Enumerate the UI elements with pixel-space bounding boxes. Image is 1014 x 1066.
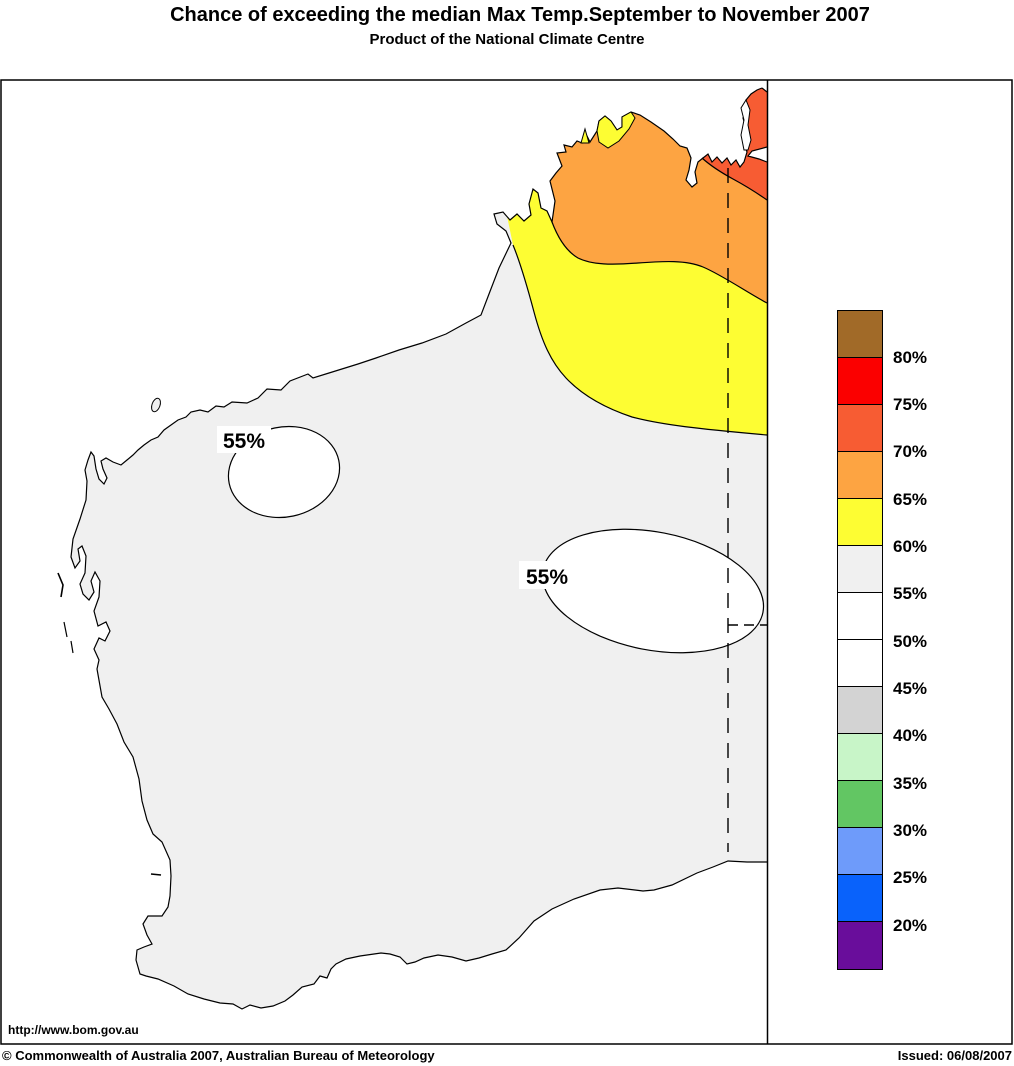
legend-swatch-45-50 — [838, 640, 882, 687]
legend-swatch-20-25 — [838, 875, 882, 922]
legend-label-20: 20% — [893, 916, 928, 935]
contour-label-east: 55% — [526, 566, 568, 589]
legend-label-75: 75% — [893, 395, 928, 414]
contour-line-60 — [512, 244, 768, 436]
legend-label-60: 60% — [893, 537, 928, 556]
barrow-island — [151, 397, 161, 413]
legend-label-55: 55% — [893, 584, 928, 603]
legend-swatch-65-70 — [838, 452, 882, 499]
legend-label-35: 35% — [893, 774, 928, 793]
contour-line-65 — [551, 221, 768, 304]
legend-swatch-80plus — [838, 311, 882, 358]
legend-label-45: 45% — [893, 679, 928, 698]
page-title: Chance of exceeding the median Max Temp.… — [170, 4, 870, 26]
legend-label-70: 70% — [893, 442, 928, 461]
legend-label-40: 40% — [893, 726, 928, 745]
legend-swatch-50-55 — [838, 593, 882, 640]
yellow-patch-dampier-tip — [596, 111, 636, 149]
legend-swatch-75-80 — [838, 358, 882, 405]
contour-label-box-east — [519, 561, 575, 589]
cambridge-gulf-inlet — [740, 98, 752, 151]
legend-label-25: 25% — [893, 868, 928, 887]
map-frame — [0, 79, 1013, 1045]
legend-label-80: 80% — [893, 348, 928, 367]
contour-line-70 — [701, 157, 768, 201]
dirk-hartog-island — [57, 572, 64, 598]
legend-label-50: 50% — [893, 632, 928, 651]
copyright-text: © Commonwealth of Australia 2007, Austra… — [2, 1048, 435, 1063]
legend-color-bar — [837, 310, 883, 970]
legend-swatch-60-65 — [838, 499, 882, 546]
legend-swatch-35-40 — [838, 734, 882, 781]
legend-label-65: 65% — [893, 490, 928, 509]
legend-label-30: 30% — [893, 821, 928, 840]
shark-bay-inlets — [63, 621, 74, 654]
legend-swatch-40-45 — [838, 687, 882, 734]
legend-swatch-below-20 — [838, 922, 882, 969]
yellow-patch-spike — [580, 127, 590, 144]
bom-url-text: http://www.bom.gov.au — [8, 1023, 139, 1037]
page-subtitle: Product of the National Climate Centre — [369, 31, 645, 48]
rottnest-island — [150, 873, 162, 876]
legend-swatch-30-35 — [838, 781, 882, 828]
issued-date-text: Issued: 06/08/2007 — [897, 1048, 1012, 1063]
legend-swatch-55-60 — [838, 546, 882, 593]
legend-swatch-25-30 — [838, 828, 882, 875]
contour-label-west: 55% — [223, 430, 265, 453]
legend-swatch-70-75 — [838, 405, 882, 452]
contour-label-box-west — [217, 426, 271, 453]
